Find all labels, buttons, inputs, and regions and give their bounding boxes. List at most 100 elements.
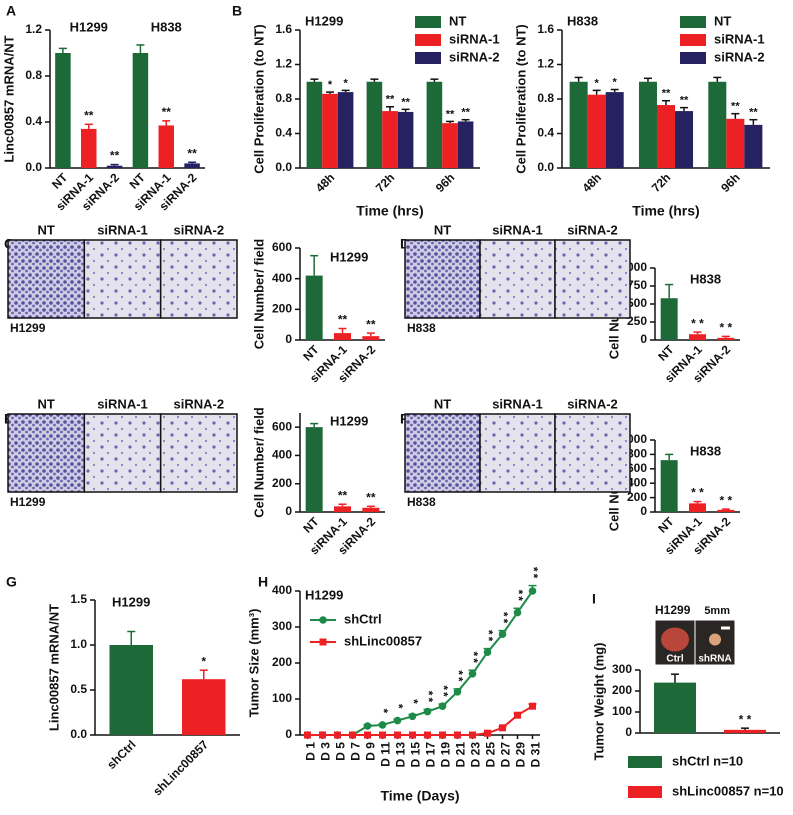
y-tick-label: 0.0 <box>70 727 87 741</box>
legend-label: shCtrl n=10 <box>672 753 743 768</box>
significance: ** <box>680 95 689 107</box>
y-tick-label: 0.4 <box>275 126 292 140</box>
bar <box>109 645 153 735</box>
significance: ** <box>511 590 525 603</box>
x-tick-label: shCtrl <box>104 737 138 771</box>
y-tick-label: 0.8 <box>25 68 42 82</box>
marker <box>528 587 537 595</box>
y-tick-label: 0.0 <box>25 160 42 174</box>
x-tick-label: D 13 <box>394 742 408 768</box>
micrograph <box>479 413 556 493</box>
photo-label: shRNA <box>698 654 731 665</box>
bar <box>362 336 380 340</box>
y-tick-label: 400 <box>272 271 292 285</box>
x-axis-label: Time (hrs) <box>356 203 423 219</box>
y-tick-label: 1.2 <box>537 57 554 71</box>
significance: * <box>391 704 405 711</box>
x-tick-label: 72h <box>373 170 398 195</box>
significance: * <box>595 77 600 89</box>
legend-label: NT <box>714 13 731 28</box>
bar <box>660 298 678 340</box>
bar <box>158 125 174 168</box>
y-tick-label: 0 <box>640 504 647 518</box>
significance: ** <box>749 107 758 119</box>
bar <box>184 163 200 168</box>
marker <box>499 724 506 732</box>
y-tick-label: 600 <box>272 419 292 433</box>
legend-swatch <box>415 52 441 64</box>
x-tick-label: D 11 <box>379 742 393 767</box>
bar <box>182 679 226 735</box>
legend-marker <box>319 616 327 624</box>
bar <box>382 111 398 168</box>
image-title: H1299 <box>655 603 691 617</box>
x-tick-label: 48h <box>580 170 605 195</box>
legend-label: siRNA-1 <box>449 31 500 46</box>
significance: ** <box>446 108 455 120</box>
y-tick-label: 0.8 <box>275 91 292 105</box>
micrograph <box>554 239 631 319</box>
x-tick-label: 48h <box>313 170 338 195</box>
micrograph <box>7 239 86 319</box>
bar <box>106 165 123 168</box>
bar <box>717 509 735 512</box>
marker <box>394 731 401 739</box>
y-axis-label: Tumor Weight (mg) <box>591 643 606 761</box>
x-tick-label: NT <box>300 514 322 536</box>
y-tick-label: 1.6 <box>275 22 292 36</box>
marker <box>393 716 402 725</box>
panel-letter: I <box>592 591 596 607</box>
significance: * * <box>739 712 752 726</box>
x-tick-label: shLinc00857 <box>150 737 211 798</box>
x-tick-label: D 27 <box>499 742 513 768</box>
y-tick-label: 750 <box>627 278 647 292</box>
y-tick-label: 100 <box>612 704 632 718</box>
significance: ** <box>526 567 540 580</box>
marker <box>364 731 371 739</box>
bar <box>675 111 694 168</box>
marker <box>349 731 356 739</box>
x-tick-label: D 1 <box>304 742 318 761</box>
significance: * * <box>719 321 732 335</box>
marker <box>423 707 432 716</box>
bar <box>306 81 323 168</box>
significance: ** <box>401 96 410 108</box>
y-tick-label: 200 <box>272 476 292 490</box>
y-tick-label: 300 <box>612 662 632 676</box>
marker <box>439 731 446 739</box>
image-label: siRNA-1 <box>492 396 543 411</box>
marker <box>378 721 387 729</box>
micrograph <box>404 413 481 493</box>
y-axis-label: Cell Proliferation (to NT) <box>513 24 528 174</box>
bar <box>708 81 727 168</box>
bar <box>605 92 624 168</box>
x-tick-label: NT <box>655 514 677 536</box>
image-label: siRNA-2 <box>567 396 618 411</box>
significance: ** <box>496 612 510 625</box>
marker <box>363 722 372 730</box>
micrograph <box>404 239 481 319</box>
bar <box>334 506 351 512</box>
image-label: NT <box>434 396 451 411</box>
y-tick-label: 200 <box>272 655 292 669</box>
y-tick-label: 0 <box>285 504 292 518</box>
chart-title: H1299 <box>330 413 368 428</box>
image-caption: H838 <box>407 495 436 509</box>
legend-label: shLinc00857 n=10 <box>672 783 784 798</box>
legend-label: siRNA-2 <box>449 49 500 64</box>
significance: ** <box>338 313 348 327</box>
significance: * * <box>691 486 704 500</box>
x-tick-label: D 7 <box>349 742 363 761</box>
image-label: NT <box>434 222 451 237</box>
bar <box>724 729 766 733</box>
legend-swatch <box>628 756 662 768</box>
panel-letter: A <box>6 3 16 19</box>
bar <box>457 121 474 168</box>
significance: ** <box>84 108 94 122</box>
significance: * <box>406 699 420 706</box>
micrograph <box>479 239 556 319</box>
significance: ** <box>421 691 435 704</box>
x-tick-label: D 19 <box>439 742 453 768</box>
